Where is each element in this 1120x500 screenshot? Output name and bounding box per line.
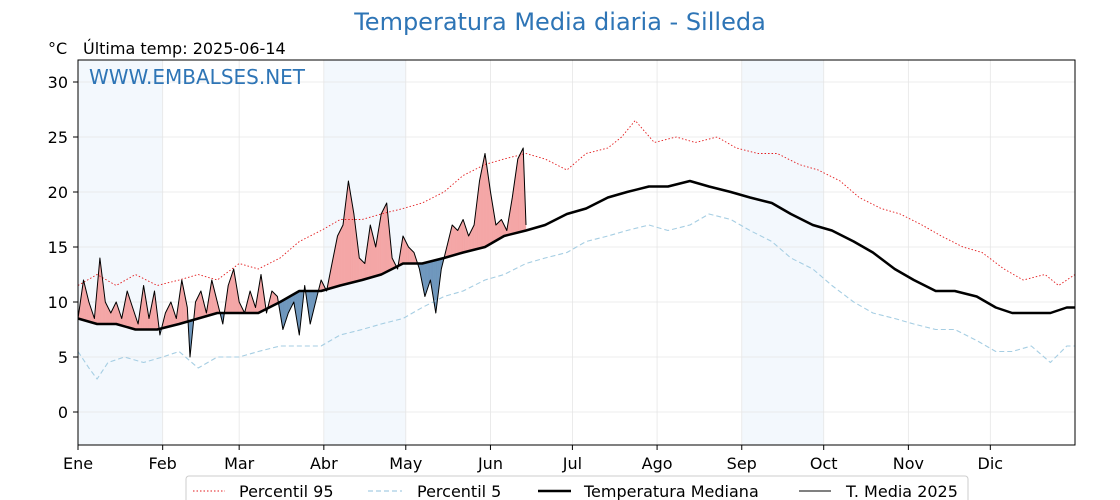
fill-above-median	[370, 224, 372, 278]
fill-above-median	[454, 227, 457, 256]
fill-above-median	[461, 219, 464, 254]
fill-above-median	[126, 290, 129, 328]
fill-above-median	[341, 224, 344, 286]
fill-below-median	[424, 262, 427, 297]
fill-above-median	[499, 219, 502, 239]
fill-above-median	[460, 222, 462, 254]
fill-above-median	[486, 163, 488, 247]
x-tick-label: Jun	[477, 454, 503, 473]
legend-label-median: Temperatura Mediana	[583, 482, 759, 500]
fill-above-median	[408, 246, 411, 264]
fill-above-median	[498, 220, 501, 240]
fill-above-median	[382, 208, 385, 275]
series-lines	[77, 120, 1076, 380]
last-temp-label: Última temp: 2025-06-14	[83, 39, 286, 58]
plot-frame	[77, 59, 1076, 446]
fill-above-median	[484, 153, 487, 248]
x-tick-label: Dic	[978, 454, 1004, 473]
fill-above-median	[456, 228, 458, 255]
fill-above-median	[345, 191, 348, 285]
fill-above-median	[495, 223, 498, 242]
line-t-media-2025	[77, 147, 527, 358]
y-tick-label: 5	[58, 348, 68, 367]
x-tick-label: Sep	[727, 454, 757, 473]
x-tick-label: Oct	[810, 454, 838, 473]
fill-above-median	[352, 205, 355, 283]
x-tick-label: Abr	[310, 454, 338, 473]
fill-above-median	[479, 174, 482, 249]
fill-above-median	[458, 224, 461, 254]
fill-above-median	[348, 180, 350, 284]
fill-above-median	[199, 290, 202, 319]
fill-above-median	[340, 227, 342, 286]
x-tick-label: Ago	[642, 454, 673, 473]
line-temperatura-mediana	[77, 179, 1075, 331]
grid-lines	[77, 60, 1075, 445]
fill-above-median	[232, 268, 234, 314]
fill-above-median	[271, 290, 274, 307]
season-band-0	[78, 60, 163, 445]
legend-label-p5: Percentil 5	[417, 482, 501, 500]
fill-above-median	[229, 277, 232, 314]
fill-above-median	[411, 249, 413, 264]
season-band-2	[741, 60, 824, 445]
y-tick-label: 15	[48, 238, 68, 257]
fill-above-median	[337, 233, 340, 287]
fill-above-median	[472, 224, 475, 251]
fill-above-median	[520, 150, 523, 233]
watermark-text: WWW.EMBALSES.NET	[89, 65, 306, 89]
fill-above-median	[338, 230, 341, 287]
fill-above-median	[360, 258, 363, 281]
legend-label-p95: Percentil 95	[239, 482, 334, 500]
fill-above-median	[404, 238, 406, 264]
fill-above-median	[359, 257, 361, 281]
fill-above-median	[452, 224, 454, 256]
line-percentil-95	[77, 120, 1076, 286]
fill-above-median	[385, 202, 387, 273]
x-tick-label: Jul	[562, 454, 582, 473]
fill-above-median	[350, 197, 353, 284]
fill-above-median	[363, 261, 366, 280]
y-tick-label: 25	[48, 128, 68, 147]
legend: Percentil 95 Percentil 5 Temperatura Med…	[185, 475, 969, 500]
x-tick-label: May	[389, 454, 422, 473]
fill-above-median	[497, 221, 499, 241]
x-tick-label: Mar	[224, 454, 255, 473]
fill-above-median	[453, 225, 456, 256]
x-tick-label: Feb	[149, 454, 177, 473]
fill-above-median	[402, 235, 405, 264]
legend-label-2025: T. Media 2025	[845, 482, 958, 500]
y-axis-ticks: 0 5 10 15 20 25 30	[48, 73, 78, 422]
x-axis-ticks: Ene Feb Mar Abr May Jun Jul Ago Sep Oct Nov Dic	[63, 445, 1003, 473]
y-tick-label: 10	[48, 293, 68, 312]
fill-above-median	[518, 153, 521, 233]
y-tick-label: 0	[58, 403, 68, 422]
fill-above-median	[380, 211, 383, 275]
fill-above-median	[361, 260, 364, 281]
fill-above-median	[383, 205, 386, 274]
fill-above-median	[480, 167, 483, 249]
fill-above-median	[483, 153, 486, 248]
fill-above-median	[409, 247, 412, 264]
fill-above-median	[521, 147, 524, 232]
fill-above-median	[457, 227, 460, 255]
fill-above-median	[230, 273, 233, 314]
line-percentil-5	[77, 213, 1075, 380]
y-tick-label: 30	[48, 73, 68, 92]
x-tick-label: Ene	[63, 454, 93, 473]
fill-above-median	[346, 180, 349, 285]
fill-above-median	[482, 160, 484, 248]
fill-above-median	[371, 230, 374, 278]
y-unit-label: °C	[48, 39, 68, 58]
fill-above-median	[517, 156, 520, 233]
legend-box	[185, 475, 969, 500]
x-tick-label: Nov	[893, 454, 924, 473]
y-tick-label: 20	[48, 183, 68, 202]
fill-above-median	[169, 301, 172, 327]
chart-title: Temperatura Media diaria - Silleda	[354, 8, 766, 36]
fill-above-median	[349, 189, 352, 284]
fill-above-median	[197, 293, 200, 319]
